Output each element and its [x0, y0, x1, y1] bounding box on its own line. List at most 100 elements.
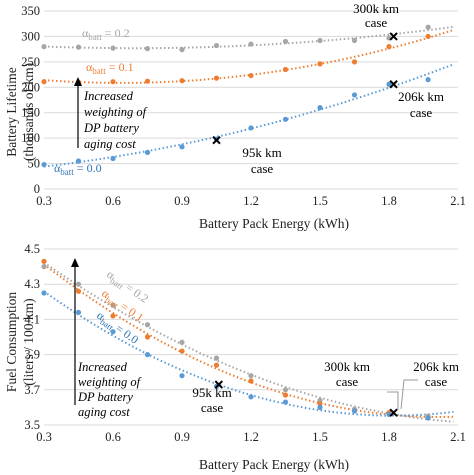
- arrow-head: [74, 77, 82, 86]
- data-point: [386, 44, 392, 50]
- x-axis-label: Battery Pack Energy (kWh): [199, 216, 349, 231]
- arrow-text-line2: weighting of: [78, 375, 142, 389]
- case-marker: [214, 380, 224, 389]
- x-tick-label: 0.9: [174, 430, 190, 444]
- y-tick-label: 100: [21, 131, 40, 145]
- x-tick-label: 0.9: [174, 194, 190, 208]
- series-label-alpha-0.2: αbatt = 0.2: [82, 26, 130, 42]
- x-axis-label: Battery Pack Energy (kWh): [199, 457, 349, 472]
- y-tick-label: 3.5: [24, 418, 40, 432]
- data-point: [179, 47, 185, 53]
- case-label-95k-line2: case: [201, 400, 224, 415]
- y-axis-label-line1: Battery Lifetime: [4, 67, 19, 157]
- y-tick-label: 4.1: [24, 312, 40, 326]
- trendline-series-2: [43, 290, 454, 417]
- x-tick-label: 1.2: [243, 194, 259, 208]
- data-point: [248, 72, 254, 79]
- data-point: [213, 42, 220, 49]
- y-tick-labels: 0 50 100 150 200 250 300 350: [21, 4, 40, 196]
- data-point: [425, 24, 431, 30]
- case-markers: [212, 32, 398, 145]
- arrow-text-line4: aging cost: [84, 137, 136, 151]
- data-point: [41, 161, 47, 168]
- data-point: [282, 38, 289, 45]
- data-point: [41, 79, 47, 85]
- case-callout-206k: [400, 379, 418, 410]
- data-point: [75, 44, 82, 50]
- data-point: [110, 45, 116, 51]
- data-point: [144, 322, 151, 328]
- data-point: [41, 264, 47, 270]
- data-points: [41, 24, 431, 168]
- data-point: [110, 302, 116, 308]
- data-point: [179, 348, 185, 354]
- y-tick-label: 0: [34, 182, 40, 196]
- data-point: [110, 79, 116, 85]
- case-label-300k-line1: 300k km: [324, 359, 370, 374]
- data-point: [75, 158, 82, 164]
- y-tick-label: 200: [21, 80, 40, 94]
- data-point: [144, 78, 151, 84]
- y-tick-label: 300: [21, 29, 40, 43]
- case-label-206k-line2: case: [425, 374, 448, 389]
- arrow-text-line3: DP battery: [77, 390, 133, 404]
- x-tick-label: 1.5: [312, 194, 328, 208]
- y-tick-label: 50: [28, 157, 41, 171]
- arrow-text-line1: Increased: [77, 360, 128, 374]
- y-axis-label-line2: (thousands of km): [21, 63, 36, 161]
- data-point: [213, 355, 220, 361]
- x-tick-label: 1.8: [381, 430, 397, 444]
- data-point: [351, 92, 358, 98]
- case-marker: [389, 408, 398, 417]
- x-tick-label: 0.6: [105, 194, 121, 208]
- y-tick-label: 150: [21, 106, 40, 120]
- x-tick-label: 2.1: [450, 194, 466, 208]
- data-point: [282, 399, 289, 405]
- data-point: [75, 281, 82, 287]
- arrow-head: [71, 258, 79, 267]
- data-point: [248, 373, 254, 379]
- data-point: [144, 334, 151, 340]
- case-label-95k-line2: case: [251, 161, 274, 176]
- data-point: [282, 66, 289, 73]
- y-axis-label-line2: (liters / 100 km): [21, 298, 36, 385]
- data-point: [425, 415, 431, 421]
- y-tick-label: 250: [21, 55, 40, 69]
- case-marker: [389, 80, 398, 89]
- data-point: [282, 392, 289, 398]
- x-tick-label: 0.3: [36, 430, 52, 444]
- data-point: [351, 408, 358, 414]
- x-tick-label: 1.2: [243, 430, 259, 444]
- data-point: [144, 46, 151, 52]
- data-point: [144, 352, 151, 358]
- y-tick-label: 4.3: [24, 277, 40, 291]
- y-tick-label: 3.9: [24, 348, 40, 362]
- data-point: [41, 290, 47, 296]
- data-point: [179, 339, 185, 345]
- y-tick-labels: 3.5 3.7 3.9 4.1 4.3 4.5: [24, 242, 40, 432]
- x-tick-labels: 0.3 0.6 0.9 1.2 1.5 1.8 2.1: [36, 430, 466, 444]
- data-point: [41, 44, 47, 50]
- data-point: [248, 41, 254, 47]
- case-label-95k-line1: 95k km: [242, 145, 281, 160]
- series-label-alpha-0.1: αbatt = 0.1: [86, 60, 134, 76]
- data-point: [351, 37, 358, 44]
- x-tick-label: 1.8: [381, 194, 397, 208]
- data-point: [213, 362, 220, 368]
- arrow-text-line3: DP battery: [83, 121, 139, 135]
- data-point: [248, 378, 254, 384]
- x-tick-label: 2.1: [450, 430, 466, 444]
- data-point: [317, 61, 323, 67]
- case-callout-300k: [387, 391, 399, 410]
- x-tick-label: 0.6: [105, 430, 121, 444]
- case-label-206k-line2: case: [410, 105, 433, 120]
- data-point: [386, 81, 392, 87]
- y-tick-label: 3.7: [24, 383, 40, 397]
- x-tick-label: 0.3: [36, 194, 52, 208]
- data-point: [213, 75, 220, 81]
- data-point: [75, 288, 82, 294]
- grid-lines: [44, 248, 458, 426]
- arrow-text-line4: aging cost: [78, 405, 130, 419]
- y-tick-label: 350: [21, 4, 40, 18]
